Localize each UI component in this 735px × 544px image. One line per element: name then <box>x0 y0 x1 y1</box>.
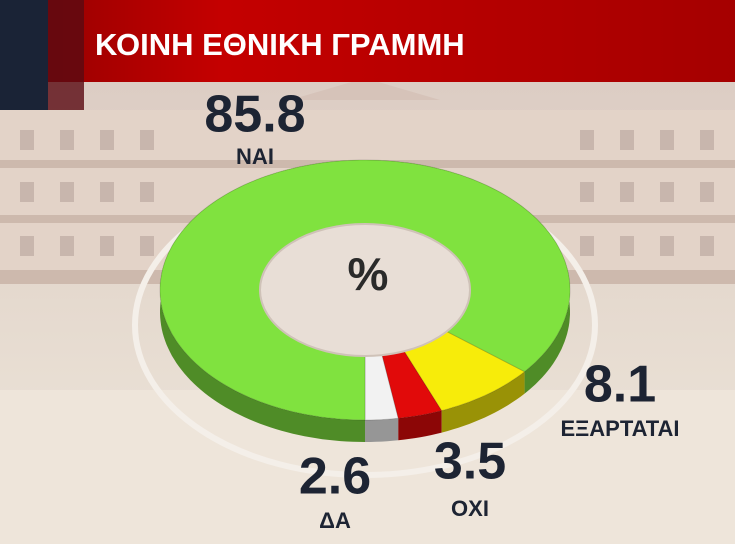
donut-hole <box>259 223 471 357</box>
value-label: 85.8 <box>204 86 305 144</box>
value-label: 3.5 <box>434 433 506 491</box>
banner <box>0 0 735 110</box>
center-label: % <box>348 248 389 300</box>
slice-side <box>398 410 442 441</box>
chart-title: ΚΟΙΝΗ ΕΘΝΙΚΗ ΓΡΑΜΜΗ <box>95 27 465 62</box>
pie <box>159 159 571 442</box>
category-label: ΟΧΙ <box>451 496 489 521</box>
value-label: 2.6 <box>299 448 371 506</box>
slice-side <box>441 371 525 433</box>
category-label: ΕΞΑΡΤΑΤΑΙ <box>560 416 679 441</box>
category-label: ΝΑΙ <box>236 144 274 169</box>
slice-side <box>365 418 399 442</box>
category-label: ΔΑ <box>319 508 351 533</box>
value-label: 8.1 <box>584 356 656 414</box>
